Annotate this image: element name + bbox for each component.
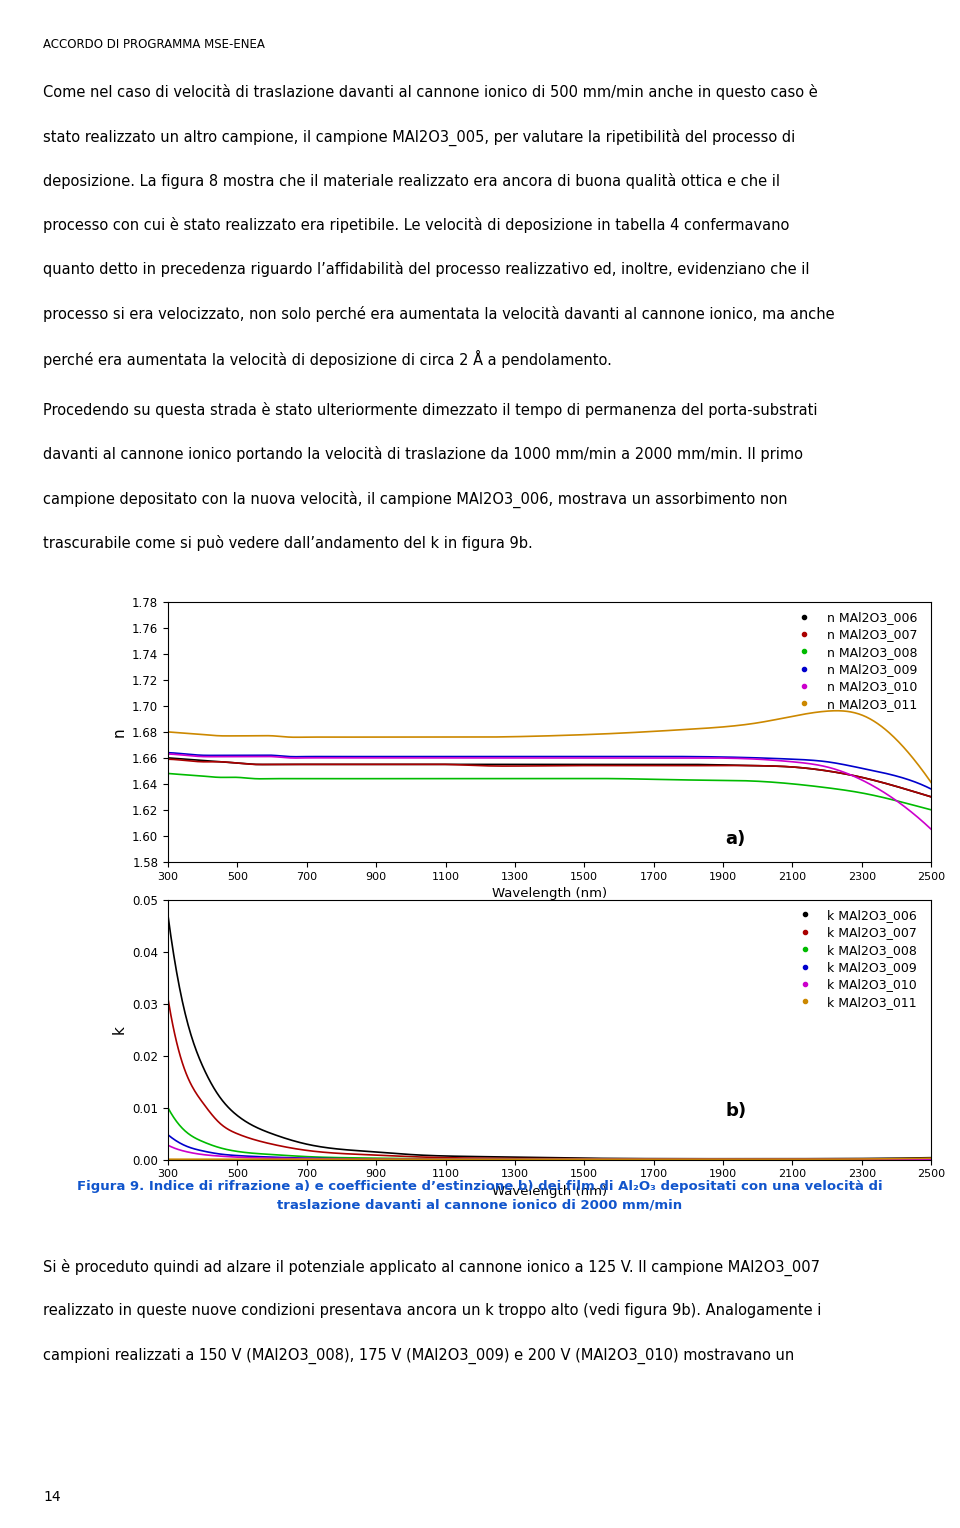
Text: processo con cui è stato realizzato era ripetibile. Le velocità di deposizione i: processo con cui è stato realizzato era … xyxy=(43,217,789,232)
Text: Si è proceduto quindi ad alzare il potenziale applicato al cannone ionico a 125 : Si è proceduto quindi ad alzare il poten… xyxy=(43,1259,820,1276)
Legend: k MAl2O3_006, k MAl2O3_007, k MAl2O3_008, k MAl2O3_009, k MAl2O3_010, k MAl2O3_0: k MAl2O3_006, k MAl2O3_007, k MAl2O3_008… xyxy=(792,909,918,1008)
Legend: n MAl2O3_006, n MAl2O3_007, n MAl2O3_008, n MAl2O3_009, n MAl2O3_010, n MAl2O3_0: n MAl2O3_006, n MAl2O3_007, n MAl2O3_008… xyxy=(792,611,918,711)
Text: Figura 9. Indice di rifrazione a) e coefficiente d’estinzione b) dei film di Al₂: Figura 9. Indice di rifrazione a) e coef… xyxy=(77,1180,883,1212)
Text: davanti al cannone ionico portando la velocità di traslazione da 1000 mm/min a 2: davanti al cannone ionico portando la ve… xyxy=(43,446,804,461)
X-axis label: Wavelength (nm): Wavelength (nm) xyxy=(492,888,607,900)
Y-axis label: k: k xyxy=(111,1025,127,1034)
Text: realizzato in queste nuove condizioni presentava ancora un k troppo alto (vedi f: realizzato in queste nuove condizioni pr… xyxy=(43,1303,822,1319)
Y-axis label: n: n xyxy=(111,727,127,736)
Text: Procedendo su questa strada è stato ulteriormente dimezzato il tempo di permanen: Procedendo su questa strada è stato ulte… xyxy=(43,402,818,417)
Text: campioni realizzati a 150 V (MAl2O3_008), 175 V (MAl2O3_009) e 200 V (MAl2O3_010: campioni realizzati a 150 V (MAl2O3_008)… xyxy=(43,1348,795,1365)
Text: 14: 14 xyxy=(43,1490,60,1504)
Text: Come nel caso di velocità di traslazione davanti al cannone ionico di 500 mm/min: Come nel caso di velocità di traslazione… xyxy=(43,84,818,99)
Text: deposizione. La figura 8 mostra che il materiale realizzato era ancora di buona : deposizione. La figura 8 mostra che il m… xyxy=(43,173,780,188)
Text: perché era aumentata la velocità di deposizione di circa 2 Å a pendolamento.: perché era aumentata la velocità di depo… xyxy=(43,350,612,368)
Text: quanto detto in precedenza riguardo l’affidabilità del processo realizzativo ed,: quanto detto in precedenza riguardo l’af… xyxy=(43,261,809,277)
Text: b): b) xyxy=(725,1102,746,1120)
Text: a): a) xyxy=(725,830,745,848)
Text: processo si era velocizzato, non solo perché era aumentata la velocità davanti a: processo si era velocizzato, non solo pe… xyxy=(43,306,835,321)
Text: ACCORDO DI PROGRAMMA MSE-ENEA: ACCORDO DI PROGRAMMA MSE-ENEA xyxy=(43,38,265,52)
Text: stato realizzato un altro campione, il campione MAl2O3_005, per valutare la ripe: stato realizzato un altro campione, il c… xyxy=(43,128,796,145)
X-axis label: Wavelength (nm): Wavelength (nm) xyxy=(492,1186,607,1198)
Text: campione depositato con la nuova velocità, il campione MAl2O3_006, mostrava un a: campione depositato con la nuova velocit… xyxy=(43,490,788,507)
Text: trascurabile come si può vedere dall’andamento del k in figura 9b.: trascurabile come si può vedere dall’and… xyxy=(43,535,533,550)
